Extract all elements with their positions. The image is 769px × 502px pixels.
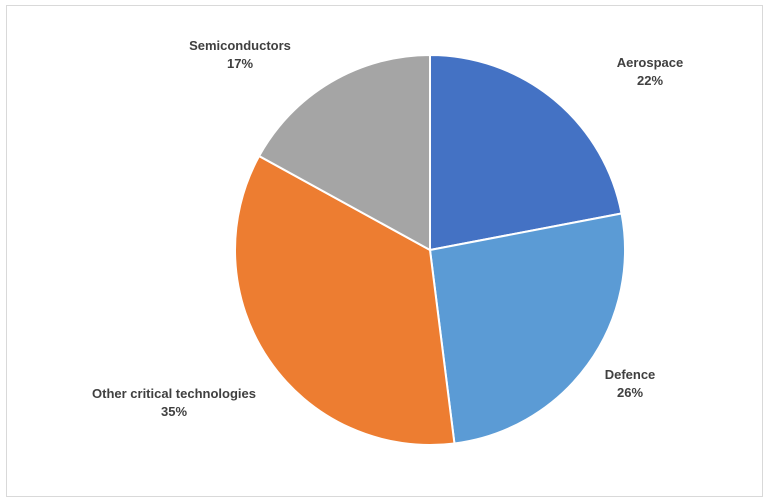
pie-chart: Aerospace 22% Defence 26% Other critical tec… xyxy=(92,38,683,446)
slice-label-defence: Defence xyxy=(605,367,656,382)
slice-percent-defence: 26% xyxy=(617,385,643,400)
slice-percent-aerospace: 22% xyxy=(637,73,663,88)
slice-label-semiconductors: Semiconductors xyxy=(189,38,291,53)
slice-percent-other-critical-technologies: 35% xyxy=(161,404,187,419)
slice-label-aerospace: Aerospace xyxy=(617,55,683,70)
pie-slice-defence xyxy=(428,212,626,445)
pie-slice-aerospace xyxy=(429,53,623,252)
slice-percent-semiconductors: 17% xyxy=(227,56,253,71)
slice-label-other-critical-technologies: Other critical technologies xyxy=(92,386,256,401)
pie-slice-other-critical-technologies xyxy=(234,154,456,446)
chart-frame: Aerospace 22% Defence 26% Other critical tec… xyxy=(6,5,763,497)
pie-slice-semiconductors xyxy=(257,53,431,252)
